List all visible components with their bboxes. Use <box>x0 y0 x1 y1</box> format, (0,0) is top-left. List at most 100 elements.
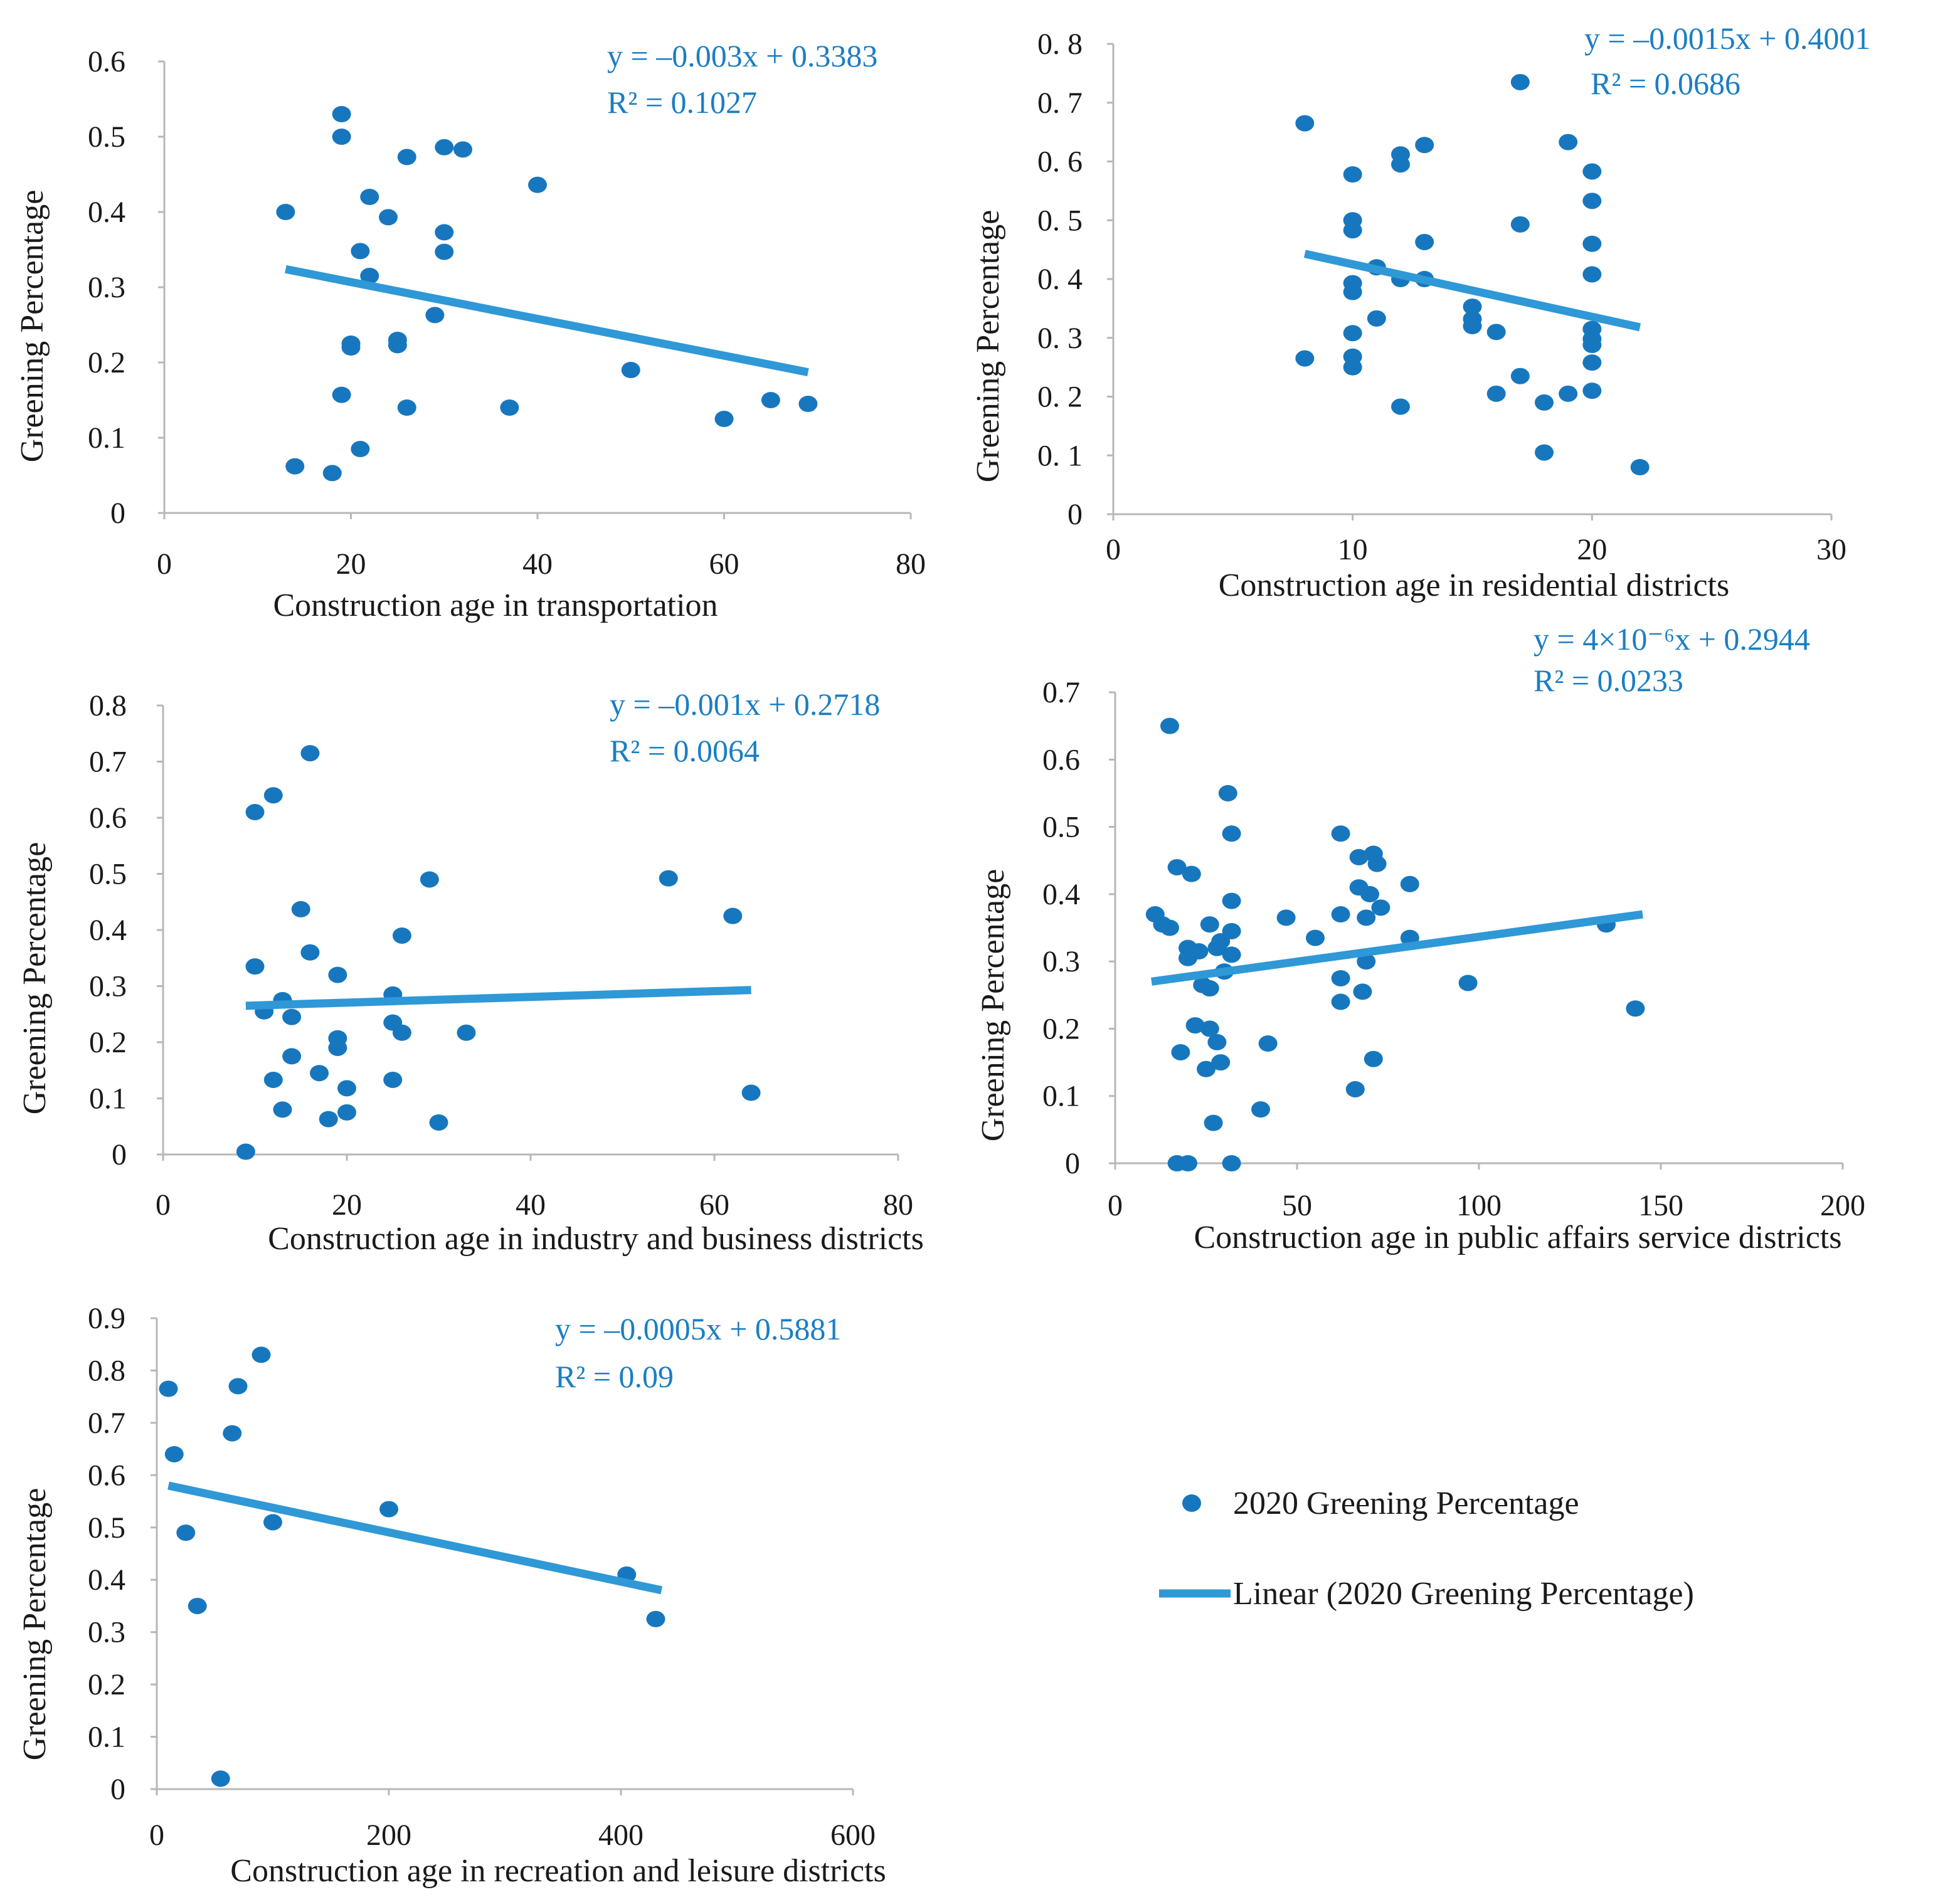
data-point <box>1371 899 1391 916</box>
data-point <box>1458 975 1478 991</box>
data-point <box>379 209 398 226</box>
y-tick-label: 0.1 <box>1042 1080 1080 1113</box>
data-point <box>337 1104 356 1121</box>
data-point <box>328 966 347 983</box>
y-tick-label: 0.3 <box>89 970 127 1003</box>
data-point <box>282 1048 302 1065</box>
y-tick-label: 0 <box>110 497 125 530</box>
x-tick-label: 0 <box>156 1188 171 1222</box>
data-point <box>1559 385 1578 402</box>
data-point <box>1582 235 1602 252</box>
data-point <box>1160 919 1179 936</box>
y-tick-label: 0.2 <box>89 1026 127 1059</box>
x-tick-label: 0 <box>1108 1189 1123 1222</box>
data-point <box>1204 1114 1223 1131</box>
trend-equation: y = 4×10⁻⁶x + 0.2944 <box>1534 621 1810 657</box>
data-point <box>379 1501 398 1518</box>
data-point <box>1463 299 1482 315</box>
data-point <box>1160 717 1179 734</box>
x-tick-label: 400 <box>598 1819 644 1852</box>
data-point <box>1222 825 1241 842</box>
y-tick-label: 0 <box>1067 498 1083 531</box>
y-tick-label: 0.1 <box>88 421 125 455</box>
data-point <box>332 129 351 145</box>
x-tick-label: 0 <box>157 547 172 581</box>
y-tick-label: 0.5 <box>88 1511 125 1545</box>
data-point <box>211 1770 230 1787</box>
data-point <box>1222 892 1241 909</box>
data-point <box>273 1101 292 1118</box>
y-tick-label: 0 <box>110 1773 125 1806</box>
data-point <box>659 870 678 887</box>
data-point <box>1364 1050 1383 1067</box>
data-point <box>1486 385 1506 402</box>
trend-line <box>1151 910 1643 986</box>
data-point <box>245 958 265 975</box>
y-axis-label: Greening Percentage <box>975 869 1011 1142</box>
data-point <box>1179 1155 1197 1171</box>
data-point <box>429 1114 448 1131</box>
data-point <box>1222 946 1241 963</box>
y-tick-label: 0. 1 <box>1037 439 1083 472</box>
data-point <box>435 224 454 241</box>
data-point <box>188 1597 207 1614</box>
data-point <box>1582 193 1602 209</box>
y-tick-label: 0.5 <box>88 120 125 154</box>
data-point <box>1415 137 1434 154</box>
legend-line-label: Linear (2020 Greening Percentage) <box>1233 1576 1694 1612</box>
data-point <box>263 1071 283 1088</box>
x-tick-label: 20 <box>336 547 366 581</box>
trend-line <box>245 986 751 1010</box>
data-point <box>1582 383 1602 399</box>
data-point <box>252 1346 271 1363</box>
data-point <box>1582 163 1602 180</box>
data-point <box>1222 922 1241 939</box>
data-point <box>1200 916 1219 933</box>
y-tick-label: 0.8 <box>88 1354 125 1387</box>
y-tick-label: 0.7 <box>88 1407 125 1440</box>
y-tick-label: 0.6 <box>1042 743 1080 776</box>
y-tick-label: 0.3 <box>88 271 125 304</box>
x-axis-label: Construction age in recreation and leisu… <box>230 1853 886 1889</box>
data-point <box>291 901 310 917</box>
data-point <box>1510 73 1530 90</box>
x-tick-label: 40 <box>522 547 553 581</box>
y-tick-label: 0.5 <box>1042 811 1080 844</box>
data-point <box>1345 1080 1365 1097</box>
data-point <box>1582 337 1602 353</box>
data-point <box>1535 444 1554 461</box>
data-point <box>1400 875 1419 892</box>
data-point <box>360 189 379 205</box>
y-tick-label: 0.3 <box>1042 945 1080 978</box>
data-point <box>1391 156 1410 173</box>
data-point <box>351 243 370 260</box>
data-point <box>159 1380 178 1397</box>
data-point <box>1295 115 1315 132</box>
y-axis-label: Greening Percentage <box>17 1488 53 1761</box>
data-point <box>397 149 416 166</box>
r-squared: R² = 0.09 <box>555 1359 674 1394</box>
y-tick-label: 0.2 <box>1042 1012 1080 1045</box>
data-point <box>1510 367 1530 384</box>
y-axis-label: Greening Percentage <box>17 842 53 1115</box>
data-point <box>420 871 439 888</box>
x-tick-label: 100 <box>1456 1189 1502 1222</box>
data-point <box>1582 266 1602 283</box>
x-axis-label: Construction age in public affairs servi… <box>1194 1220 1842 1255</box>
x-tick-label: 60 <box>709 547 739 581</box>
data-point <box>164 1445 184 1462</box>
data-point <box>1367 310 1386 327</box>
r-squared: R² = 0.0686 <box>1591 66 1740 101</box>
chart-transportation: 0 20 40 60 80 0 0.1 0.2 0.3 0.4 0.5 0.6 Construction… <box>14 38 926 623</box>
trend-line <box>285 265 809 376</box>
data-point <box>1357 909 1376 926</box>
data-point <box>1200 1020 1219 1037</box>
x-tick-label: 40 <box>516 1188 546 1222</box>
data-point <box>1200 980 1219 997</box>
data-point <box>341 339 361 356</box>
y-tick-label: 0.4 <box>1042 878 1080 911</box>
data-point <box>1463 318 1482 334</box>
x-tick-label: 600 <box>830 1819 876 1852</box>
y-tick-label: 0.4 <box>88 1563 125 1597</box>
